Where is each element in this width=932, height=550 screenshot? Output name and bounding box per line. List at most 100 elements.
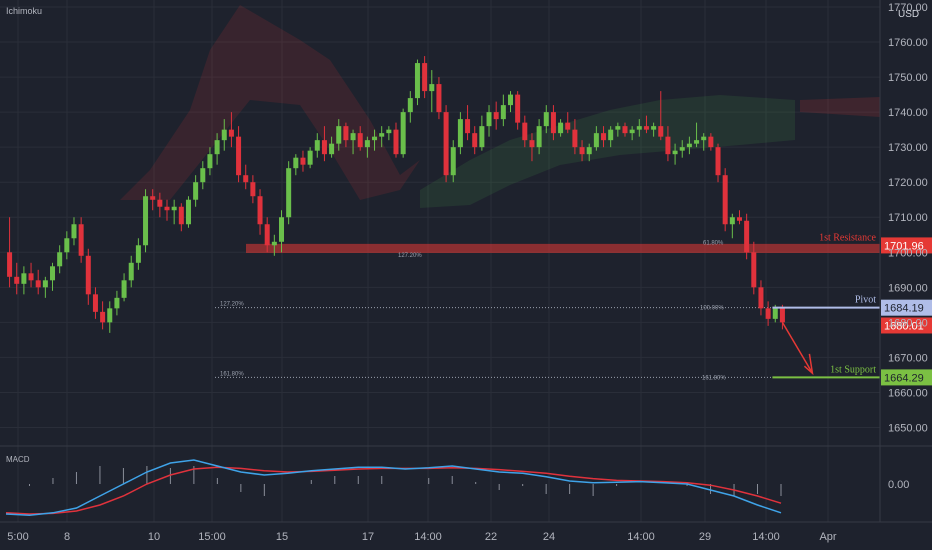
candle-body <box>243 175 249 183</box>
x-tick-label: 14:00 <box>627 531 655 543</box>
candle-body <box>414 63 420 99</box>
support-price-tag: 1664.29 <box>884 372 924 384</box>
candle-body <box>694 140 700 144</box>
candle-body <box>100 311 106 323</box>
support-price-tag-bg <box>881 369 932 386</box>
x-tick-label: 14:00 <box>414 531 442 543</box>
candle-body <box>457 119 463 148</box>
candle-body <box>71 224 77 239</box>
y-tick-label: 1670.00 <box>888 352 928 364</box>
candle-body <box>701 136 707 141</box>
candle-body <box>672 150 678 155</box>
candle-body <box>293 157 299 169</box>
candle-body <box>443 112 449 176</box>
x-tick-label: Apr <box>819 531 836 543</box>
x-tick-label: 17 <box>362 531 374 543</box>
projection-arrow <box>781 321 814 374</box>
candle-body <box>21 273 27 284</box>
candle-body <box>114 297 120 309</box>
candle-body <box>250 182 256 197</box>
y-tick-label: 1710.00 <box>888 212 928 224</box>
candle-body <box>214 140 220 155</box>
candle-body <box>479 126 485 148</box>
candle-body <box>372 136 378 141</box>
x-tick-label: 8 <box>64 531 70 543</box>
candle-body <box>736 217 742 221</box>
candle-body <box>579 147 585 155</box>
candle-body <box>336 126 342 144</box>
x-tick-label: 29 <box>699 531 711 543</box>
candlesticks <box>7 56 785 333</box>
candle-body <box>565 122 571 130</box>
candle-body <box>364 140 370 148</box>
candle-body <box>436 84 442 113</box>
candle-body <box>751 252 757 288</box>
candle-body <box>357 133 363 148</box>
candle-body <box>543 112 549 127</box>
current-price-tag-bg <box>881 317 932 334</box>
candle-body <box>572 129 578 148</box>
candle-body <box>486 112 492 127</box>
pivot-price-tag: 1684.19 <box>884 303 924 315</box>
candle-body <box>507 94 513 106</box>
candle-body <box>271 241 277 246</box>
candle-body <box>185 199 191 225</box>
candle-body <box>329 143 335 155</box>
candle-body <box>643 126 649 130</box>
x-tick-label: 10 <box>148 531 160 543</box>
fib-label-right-1618: 161.80% <box>702 375 726 381</box>
fib-label-zone-1272: 127.20% <box>398 253 422 259</box>
candle-body <box>150 196 156 200</box>
candle-body <box>593 133 599 148</box>
macd-signal-line <box>5 466 782 515</box>
candle-body <box>400 112 406 155</box>
candle-body <box>264 224 270 246</box>
resistance-price-tag-bg <box>881 237 932 254</box>
grid-lines <box>0 0 880 522</box>
y-tick-label: 1760.00 <box>888 37 928 49</box>
candle-body <box>729 217 735 225</box>
candle-body <box>343 126 349 141</box>
x-tick-label: 24 <box>543 531 555 543</box>
candle-body <box>622 126 628 134</box>
candle-body <box>321 140 327 155</box>
candle-body <box>529 140 535 148</box>
candle-body <box>601 133 607 141</box>
candle-body <box>64 238 70 253</box>
candle-body <box>744 220 750 253</box>
resistance-zone <box>246 243 880 253</box>
candle-body <box>586 147 592 155</box>
x-tick-label: 22 <box>485 531 497 543</box>
y-tick-label: 1690.00 <box>888 282 928 294</box>
candle-body <box>200 168 206 183</box>
macd-y-tick: 0.00 <box>888 479 909 491</box>
macd-label: MACD <box>6 455 30 464</box>
candle-body <box>128 262 134 281</box>
cloud-bearish-future <box>800 97 880 117</box>
candle-body <box>50 266 56 281</box>
y-tick-label: 1740.00 <box>888 107 928 119</box>
x-tick-label: 5:00 <box>7 531 28 543</box>
price-levels: 1st Resistance Pivot 1st Support 1701.96 168… <box>772 232 932 386</box>
y-tick-label: 1700.00 <box>888 247 928 259</box>
fibonacci-lines: 127.20% 161.80% 61.80% 100.00% 161.80% 127.20… <box>215 240 880 381</box>
resistance-name: 1st Resistance <box>819 232 876 243</box>
candle-body <box>350 133 356 141</box>
candle-body <box>178 206 184 225</box>
candle-body <box>14 276 20 284</box>
candle-body <box>658 126 664 137</box>
cloud-bearish <box>120 5 420 200</box>
candle-body <box>715 147 721 176</box>
candle-body <box>493 112 499 120</box>
candle-body <box>722 175 728 225</box>
pivot-name: Pivot <box>855 295 876 306</box>
pivot-price-tag-bg <box>881 299 932 316</box>
fib-label-left-1272: 127.20% <box>220 302 244 308</box>
candle-body <box>386 129 392 134</box>
candle-body <box>679 147 685 151</box>
candle-body <box>407 98 413 113</box>
candle-body <box>207 154 213 169</box>
candle-body <box>164 206 170 211</box>
x-tick-label: 15:00 <box>198 531 226 543</box>
